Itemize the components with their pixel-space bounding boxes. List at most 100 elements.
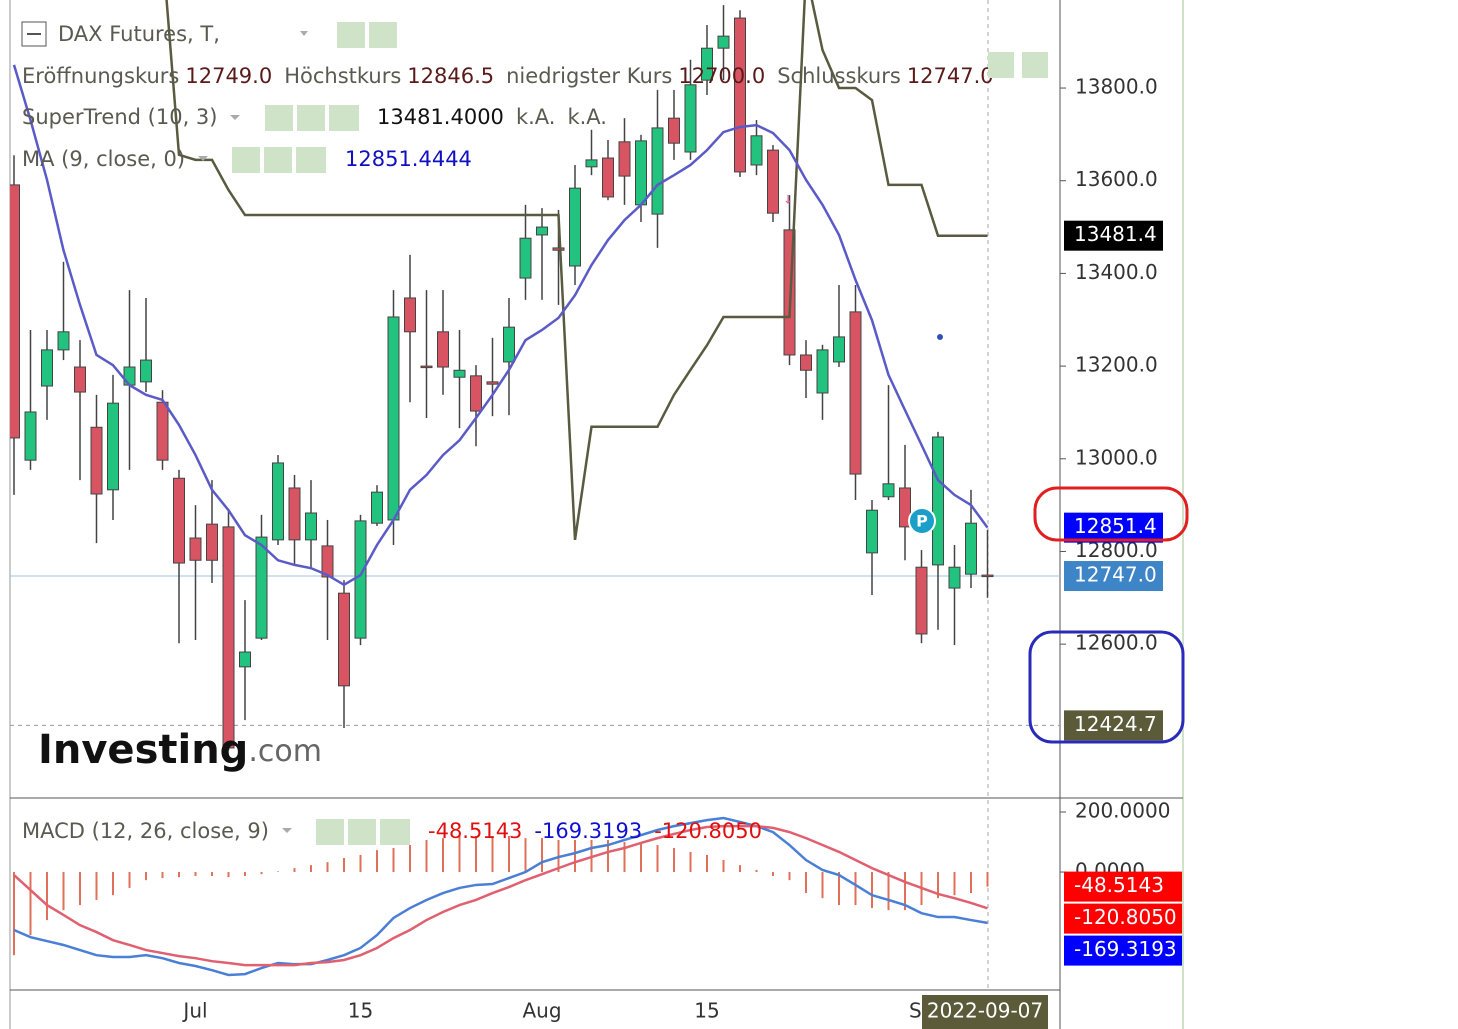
remove-icon[interactable] [296, 147, 326, 173]
supertrend-na: k.A. [567, 105, 607, 129]
candle-body [866, 509, 878, 554]
price-label: 13481.4 [1074, 222, 1157, 246]
supertrend-name: SuperTrend (10, 3) [22, 105, 218, 129]
candle-body [816, 349, 829, 394]
candle-body [90, 426, 103, 495]
collapse-icon[interactable] [21, 21, 47, 47]
candle-body [849, 311, 862, 475]
ohlc-name: Schlusskurs [777, 64, 901, 88]
supertrend-line [165, 0, 988, 541]
highlight-annotation [1033, 486, 1189, 542]
price-label-box [1064, 220, 1163, 251]
event-marker[interactable] [908, 507, 936, 535]
settings-icon[interactable] [348, 819, 376, 845]
eye-icon[interactable] [265, 105, 293, 131]
ohlc-name: Eröffnungskurs [22, 64, 179, 88]
y-tick-label: 13600.0 [1075, 167, 1158, 191]
price-label: 12851.4 [1074, 514, 1157, 538]
candle-body [734, 17, 746, 173]
macd-line [13, 816, 988, 977]
candle-body [750, 135, 763, 166]
candle-body [189, 537, 202, 561]
settings-icon[interactable] [369, 22, 397, 48]
dropdown-icon[interactable] [198, 156, 208, 161]
macd-hist-value: -48.5143 [428, 819, 522, 843]
scroll-down-icon[interactable] [988, 52, 1014, 78]
price-label-box [1064, 871, 1182, 902]
candle-body [503, 326, 515, 363]
candle-body [800, 354, 812, 371]
candle-body [915, 566, 928, 635]
ohlc-value: 12747.0 [907, 64, 994, 88]
candle-body [140, 359, 152, 383]
supertrend-na: k.A. [516, 105, 556, 129]
candle-body [717, 35, 730, 49]
y-tick-label: 200.0000 [1075, 799, 1170, 823]
settings-icon[interactable] [297, 105, 325, 131]
candle-body [602, 157, 614, 198]
candle-body [173, 477, 185, 564]
candle-body [24, 411, 37, 461]
y-tick-label: 13800.0 [1075, 75, 1158, 99]
candle-body [701, 47, 713, 81]
candle-body [255, 536, 268, 639]
x-tick-label: 15 [694, 999, 719, 1023]
crosshair-date: 2022-09-07 [927, 999, 1043, 1023]
ma-name: MA (9, close, 0) [22, 147, 185, 171]
candle-body [519, 237, 532, 279]
candle-body [684, 84, 697, 153]
y-tick-label: 13000.0 [1075, 445, 1158, 469]
candle-body [965, 522, 977, 575]
price-label: 12747.0 [1074, 563, 1157, 587]
eye-icon[interactable] [232, 147, 260, 173]
candle-body [651, 127, 664, 215]
y-tick-label: 13200.0 [1075, 353, 1158, 377]
candle-body [618, 141, 631, 177]
candle-body [387, 316, 400, 521]
y-tick-label: 13400.0 [1075, 260, 1158, 284]
dropdown-icon[interactable] [282, 828, 292, 833]
remove-icon[interactable] [329, 105, 359, 131]
candle-body [536, 226, 548, 236]
ohlc-value: 12700.0 [678, 64, 765, 88]
eye-icon[interactable] [316, 819, 344, 845]
y-tick-label: 12600.0 [1075, 631, 1158, 655]
eye-icon[interactable] [337, 22, 365, 48]
candle-body [585, 159, 598, 168]
candle-body [932, 436, 944, 566]
ohlc-name: Höchstkurs [284, 64, 401, 88]
x-tick-label: Aug [522, 999, 561, 1023]
price-panel [10, 0, 1060, 751]
highlight-annotation [1028, 630, 1185, 744]
candle-body [272, 462, 284, 541]
candle-body [948, 566, 961, 589]
remove-icon[interactable] [380, 819, 410, 845]
axes: 12600.012800.013000.013200.013400.013600… [181, 75, 1182, 1023]
candle-body [239, 651, 251, 668]
x-tick-label: Jul [181, 999, 207, 1023]
price-label-box [1064, 561, 1163, 592]
scroll-up-icon[interactable] [1022, 52, 1048, 78]
candle-body [668, 117, 680, 144]
candle-body [206, 523, 218, 561]
settings-icon[interactable] [264, 147, 292, 173]
dropdown-icon[interactable] [230, 115, 240, 120]
candle-body [767, 149, 779, 214]
price-label-box [1064, 935, 1182, 966]
candle-body [635, 140, 647, 206]
signal-line [13, 824, 988, 967]
x-tick-label: 15 [348, 999, 373, 1023]
event-marker-label: P [916, 512, 928, 531]
supertrend-value: 13481.4000 [377, 105, 504, 129]
candle-body [833, 336, 845, 363]
macd-panel [13, 816, 989, 977]
dropdown-icon[interactable] [300, 31, 308, 36]
price-label-box [1064, 710, 1163, 741]
supertrend-values: 13481.4000 k.A. k.A. [377, 105, 607, 129]
candle-body [882, 483, 895, 498]
ohlc-name: niedrigster Kurs [506, 64, 672, 88]
logo-suffix: .com [248, 734, 322, 769]
candle-body [470, 375, 482, 412]
price-label: -169.3193 [1074, 937, 1177, 961]
